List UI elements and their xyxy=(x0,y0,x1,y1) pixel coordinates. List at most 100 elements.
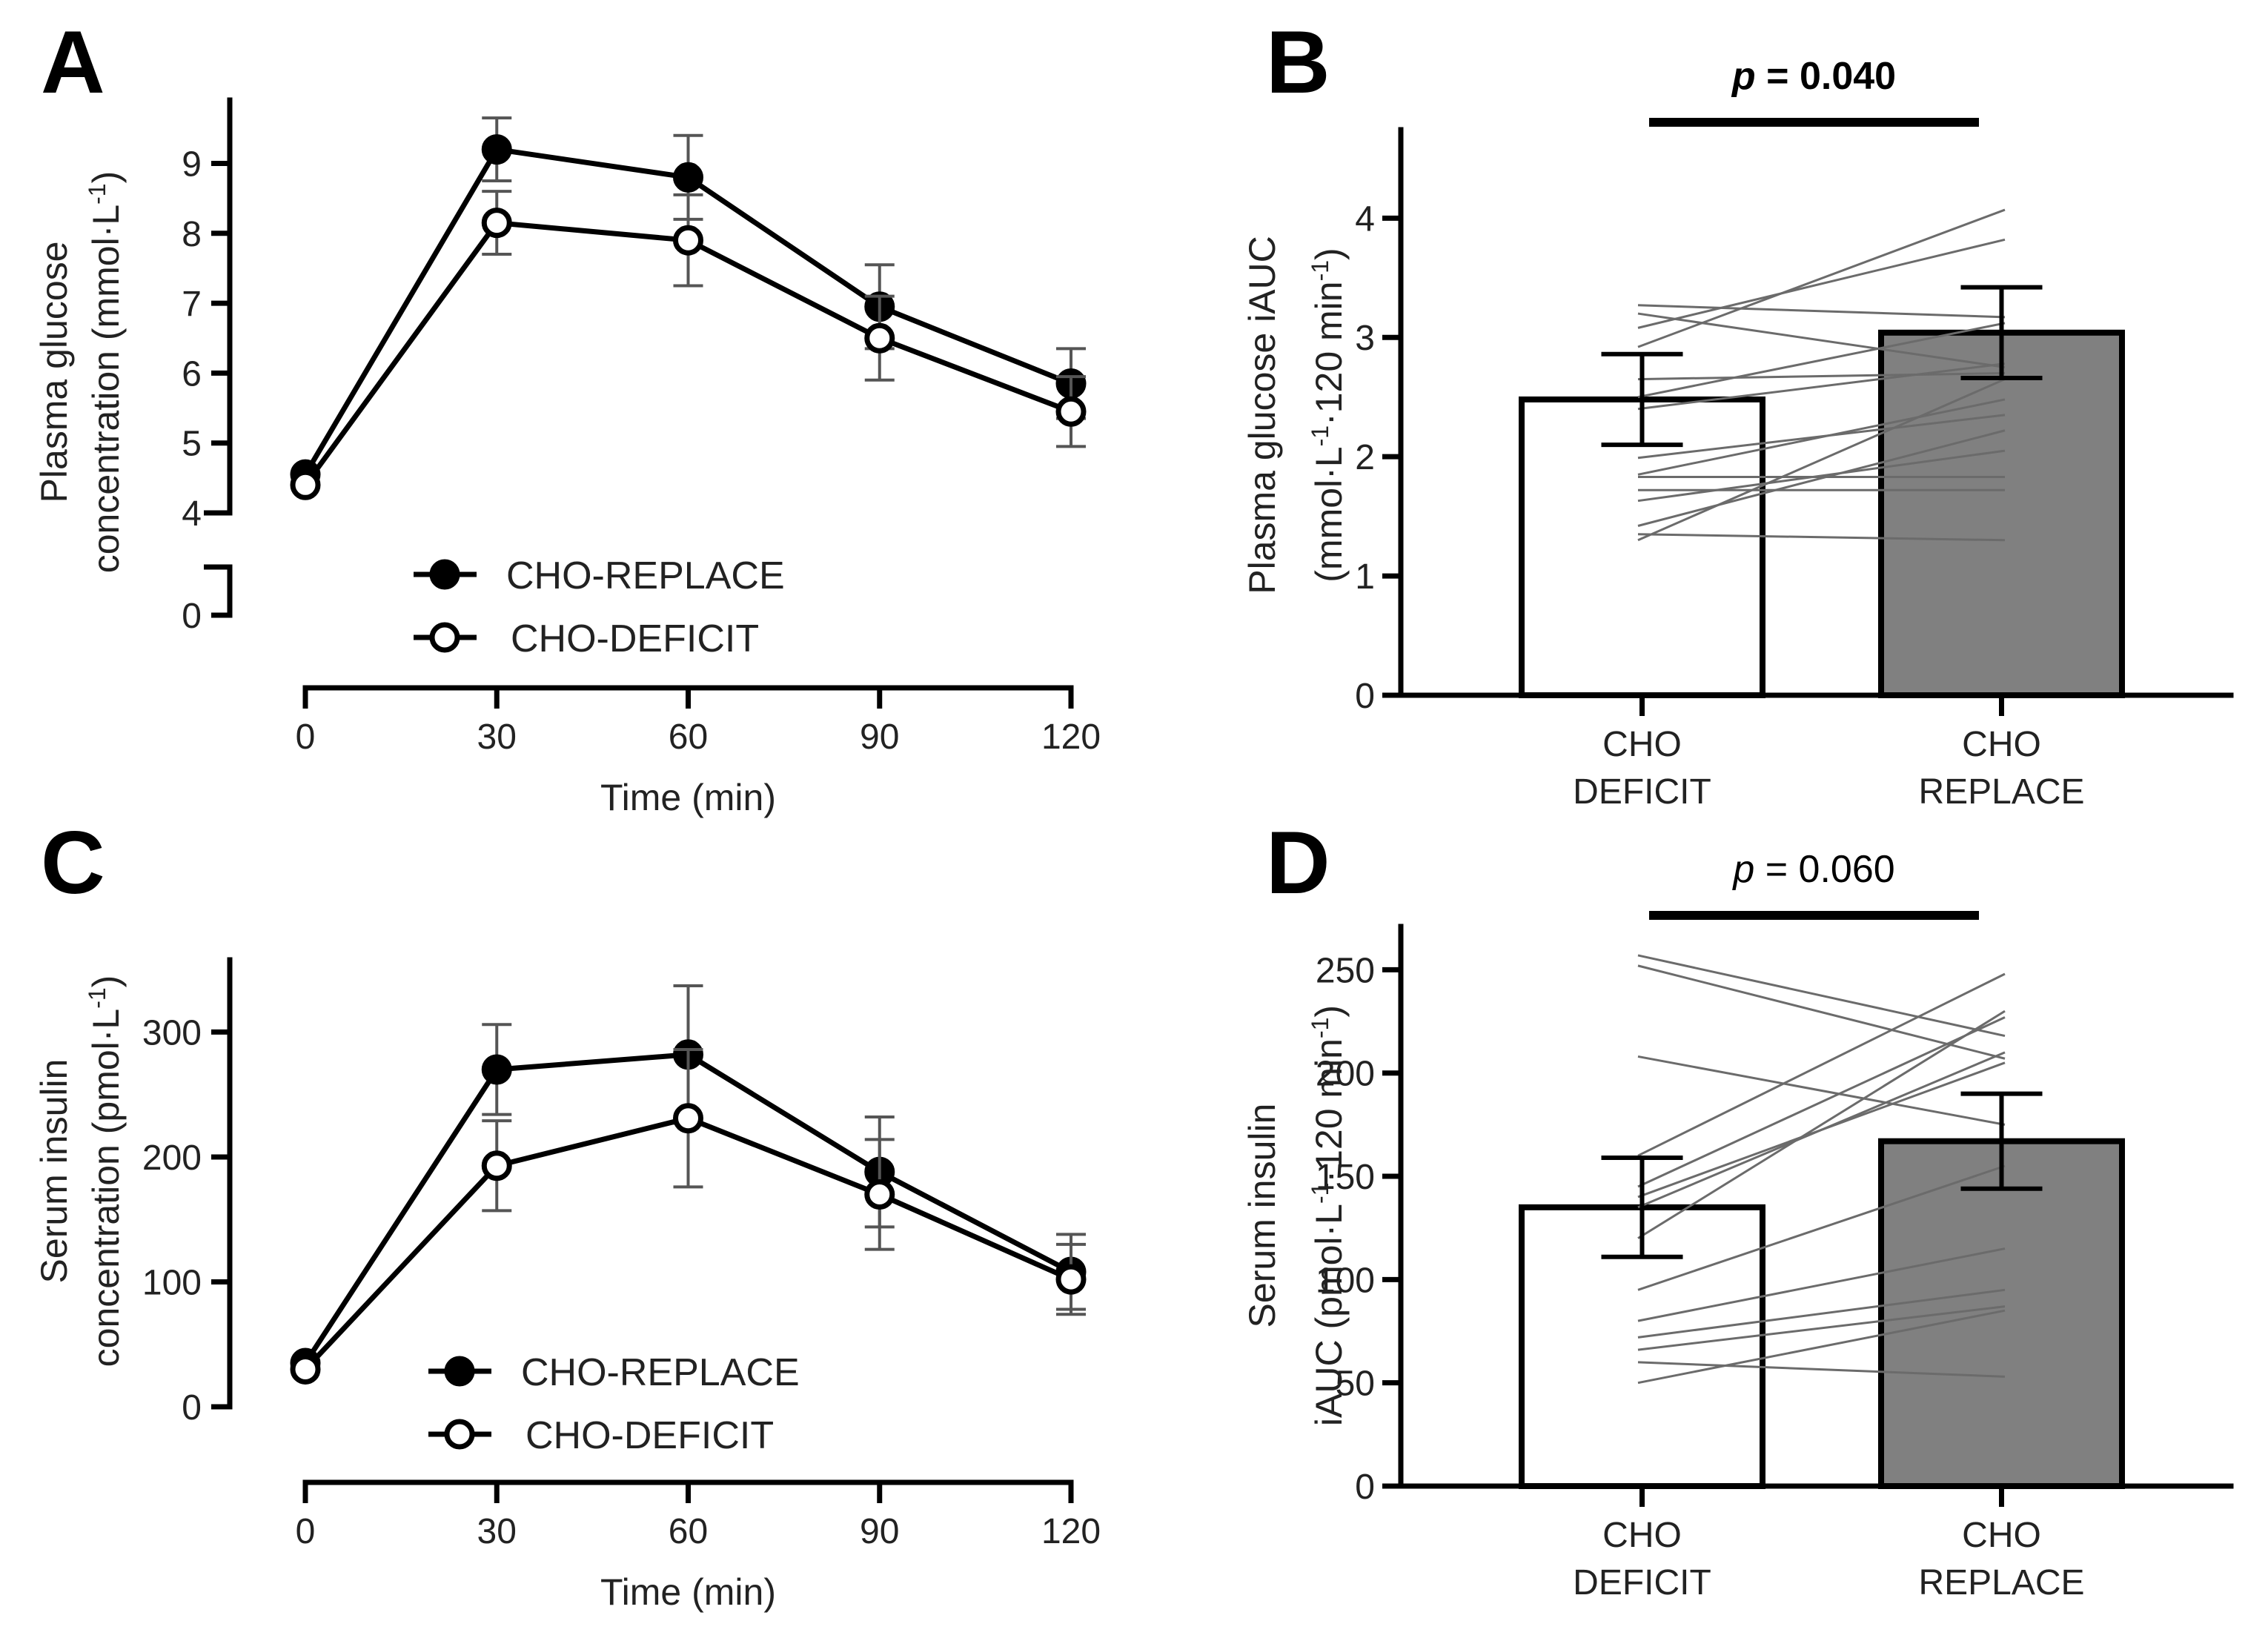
legend-item: CHO-DEFICIT xyxy=(428,1414,774,1457)
individual-line xyxy=(1637,1051,2006,1209)
legend-label: CHO-REPLACE xyxy=(506,554,785,597)
y-tick-label: 9 xyxy=(182,145,202,184)
x-tick-label: 90 xyxy=(860,717,899,757)
y-axis-title-part: -1 xyxy=(1307,1183,1333,1204)
y-tick-label: 0 xyxy=(1355,1468,1375,1507)
x-tick-label: 30 xyxy=(477,1512,517,1551)
y-axis-title-part: ) xyxy=(1308,1005,1350,1018)
individual-line xyxy=(1637,1055,2006,1126)
y-axis-title-line1: Serum insulin xyxy=(33,1059,75,1284)
legend-item: CHO-DEFICIT xyxy=(414,617,759,660)
x-tick-label: 120 xyxy=(1041,717,1101,757)
x-axis-title: Time (min) xyxy=(600,777,776,818)
y-axis-title-part: ) xyxy=(1308,248,1350,260)
x-tick-label: 30 xyxy=(477,717,517,757)
y-tick-label: 4 xyxy=(1355,199,1375,239)
individual-line xyxy=(1637,972,2006,1157)
panel-label: C xyxy=(41,813,105,912)
legend-item: CHO-REPLACE xyxy=(428,1351,800,1394)
data-point xyxy=(673,225,703,256)
x-tick-label: 60 xyxy=(669,717,708,757)
y-axis-title-part: ·120 min xyxy=(1308,1038,1350,1183)
y-tick-label: 100 xyxy=(142,1263,202,1302)
series-cho-deficit xyxy=(290,1048,1087,1385)
y-tick-label: 0 xyxy=(1355,677,1375,716)
individual-line xyxy=(1637,304,2006,319)
x-category-label: DEFICIT xyxy=(1573,1563,1711,1602)
x-tick-label: 60 xyxy=(669,1512,708,1551)
y-axis-title-part: ·120 min xyxy=(1308,281,1350,425)
y-axis-title-line2: (mmol·L-1·120 min-1) xyxy=(1307,248,1350,582)
x-category-label: REPLACE xyxy=(1918,1563,2084,1602)
panel-label: B xyxy=(1266,13,1330,112)
legend-marker xyxy=(429,559,460,590)
x-tick-label: 0 xyxy=(296,717,316,757)
y-axis-title-part: concentration (mmol·L xyxy=(85,205,127,573)
y-axis-title-line2: iAUC (pmol·L-1·120 min-1) xyxy=(1307,1005,1350,1426)
individual-line xyxy=(1637,1309,2006,1385)
p-value: = 0.040 xyxy=(1756,55,1896,98)
y-tick-label: 200 xyxy=(142,1138,202,1178)
y-axis-title-part: (mmol·L xyxy=(1308,446,1350,582)
data-point xyxy=(290,469,321,500)
y-tick-label: 6 xyxy=(182,354,202,394)
individual-line xyxy=(1637,449,2006,503)
individual-line xyxy=(1637,1010,2006,1239)
data-point xyxy=(864,322,895,354)
individual-line xyxy=(1637,1288,2006,1339)
panel-c-chart: C 0 100 200 300 0 30 60 90 120 Time (min) Serum ins… xyxy=(33,813,1101,1613)
individual-line xyxy=(1637,1164,2006,1291)
x-tick-label: 90 xyxy=(860,1512,899,1551)
p-symbol: p xyxy=(1731,55,1756,98)
legend-label: CHO-REPLACE xyxy=(521,1351,800,1394)
data-point xyxy=(481,208,512,239)
data-point xyxy=(1055,396,1087,427)
legend-label: CHO-DEFICIT xyxy=(511,617,759,660)
y-tick-label: 300 xyxy=(142,1013,202,1052)
individual-lines xyxy=(1637,208,2006,542)
y-tick-label: 4 xyxy=(182,494,202,534)
x-category-label: REPLACE xyxy=(1918,772,2084,812)
individual-line xyxy=(1637,312,2006,368)
x-category-label: CHO xyxy=(1602,1516,1682,1555)
y-tick-label: 200 xyxy=(1316,1055,1375,1094)
individual-line xyxy=(1637,964,2006,1060)
data-point xyxy=(481,134,512,165)
bar xyxy=(1878,329,2125,698)
individual-line xyxy=(1637,1016,2006,1188)
panel-label: A xyxy=(41,13,105,112)
p-value-label: p = 0.040 xyxy=(1731,55,1896,98)
legend-marker xyxy=(429,622,460,653)
individual-line xyxy=(1637,1361,2006,1378)
individual-line xyxy=(1637,398,2006,476)
individual-line xyxy=(1637,1247,2006,1322)
data-point xyxy=(673,1103,703,1134)
bar xyxy=(1878,1138,2125,1490)
y-axis-title-part: ) xyxy=(85,171,127,184)
panel-b-chart: B 0 1 2 3 4 CHO DEFICIT CHO REPLACE p = 0.040 Plasm… xyxy=(1241,13,2234,812)
legend-label: CHO-DEFICIT xyxy=(525,1414,774,1457)
data-point xyxy=(673,162,703,193)
panel-label: D xyxy=(1266,813,1330,912)
y-tick-label: 3 xyxy=(1355,319,1375,358)
x-tick-label: 0 xyxy=(296,1512,316,1551)
y-tick-label: 8 xyxy=(182,215,202,254)
p-value-label: p = 0.060 xyxy=(1731,848,1894,891)
y-axis-title-line2: concentration (mmol·L-1) xyxy=(84,171,127,574)
series-cho-replace xyxy=(290,116,1087,490)
legend-item: CHO-REPLACE xyxy=(414,554,785,597)
legend-marker xyxy=(444,1356,475,1387)
y-axis-title-part: -1 xyxy=(1307,260,1333,281)
y-axis-title-part: ) xyxy=(85,975,127,988)
y-axis-title-line1: Plasma glucose xyxy=(33,242,75,503)
p-symbol: p xyxy=(1731,848,1754,891)
y-axis-title-part: concentration (pmol·L xyxy=(85,1009,127,1368)
data-point xyxy=(481,1150,512,1181)
individual-lines xyxy=(1637,954,2006,1385)
individual-line xyxy=(1637,362,2006,411)
y-tick-label: 2 xyxy=(1355,438,1375,477)
data-point xyxy=(864,1179,895,1210)
y-axis-title-part: -1 xyxy=(1307,425,1333,446)
individual-line xyxy=(1637,372,2006,381)
